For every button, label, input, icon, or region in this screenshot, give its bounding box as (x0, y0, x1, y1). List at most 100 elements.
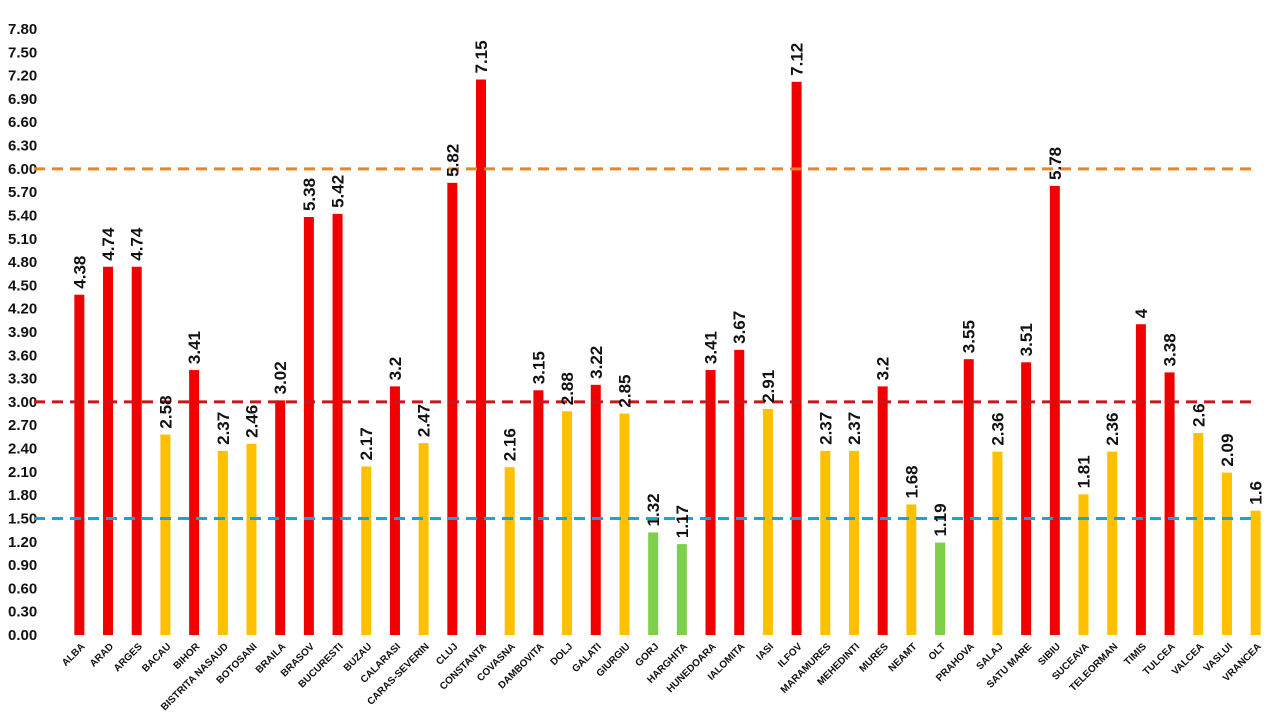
y-tick-label: 6.90 (8, 91, 37, 108)
bar (1021, 362, 1032, 635)
bar (476, 79, 487, 635)
data-label: 7.12 (788, 43, 807, 76)
bar (1078, 494, 1089, 635)
data-label: 4.74 (99, 227, 118, 261)
bar (217, 450, 228, 635)
y-tick-label: 6.00 (8, 161, 37, 178)
bar (303, 217, 314, 635)
bar (791, 81, 802, 636)
bar (418, 443, 429, 635)
bar (705, 370, 716, 635)
data-label: 3.22 (587, 346, 606, 379)
x-tick-label: GORJ (633, 641, 661, 669)
data-label: 2.85 (615, 374, 634, 407)
bar (533, 390, 544, 635)
bar (74, 294, 85, 635)
data-label: 2.09 (1218, 434, 1237, 467)
data-label: 1.81 (1075, 455, 1094, 488)
bar (246, 443, 257, 635)
bars-group (74, 79, 1261, 636)
data-label: 2.36 (1103, 413, 1122, 446)
bar (877, 386, 888, 635)
data-label: 3.55 (960, 320, 979, 353)
y-tick-label: 2.40 (8, 441, 37, 458)
data-label: 2.37 (845, 412, 864, 445)
bar (1164, 372, 1175, 635)
x-tick-label: DOLJ (549, 641, 576, 668)
bar (992, 451, 1003, 635)
bar (963, 359, 974, 635)
bar (648, 532, 659, 635)
y-tick-label: 6.30 (8, 138, 37, 155)
data-label: 3.2 (874, 357, 893, 381)
x-tick-label: BACAU (140, 641, 173, 674)
bar (103, 266, 114, 635)
bar (562, 411, 573, 635)
bar (762, 408, 773, 635)
y-tick-label: 0.60 (8, 580, 37, 597)
data-label: 5.82 (443, 144, 462, 177)
x-tick-label: ARGES (112, 641, 145, 674)
data-label: 4.74 (128, 227, 147, 261)
y-tick-label: 5.70 (8, 184, 37, 201)
bar (389, 386, 400, 635)
data-label: 7.15 (472, 40, 491, 73)
data-label: 2.37 (816, 412, 835, 445)
data-label: 2.47 (415, 404, 434, 437)
y-tick-label: 1.50 (8, 510, 37, 527)
x-tick-label: VALCEA (1170, 641, 1206, 677)
data-label: 2.58 (156, 395, 175, 428)
y-tick-label: 3.30 (8, 371, 37, 388)
bar (361, 466, 372, 635)
x-tick-label: NEAMT (887, 641, 920, 674)
bar (332, 213, 343, 635)
data-label: 2.36 (988, 413, 1007, 446)
y-tick-label: 7.20 (8, 68, 37, 85)
y-tick-label: 4.80 (8, 254, 37, 271)
threshold-lines (34, 167, 1252, 520)
bar (1221, 472, 1232, 635)
y-tick-label: 1.80 (8, 487, 37, 504)
data-label: 2.6 (1189, 403, 1208, 427)
data-label: 3.41 (185, 331, 204, 364)
x-tick-label: TIMIS (1122, 641, 1149, 668)
data-label: 1.6 (1247, 481, 1266, 505)
bar (504, 467, 515, 635)
y-axis: 0.00 0.30 0.60 0.90 1.20 1.50 1.80 2.10 2.40 2.70… (8, 21, 37, 644)
bar (1250, 510, 1261, 635)
bar (820, 450, 831, 635)
bar (1193, 433, 1204, 635)
y-tick-label: 4.50 (8, 277, 37, 294)
data-label: 5.78 (1046, 147, 1065, 180)
x-tick-label: ALBA (60, 641, 87, 668)
y-tick-label: 1.20 (8, 534, 37, 551)
data-label: 3.15 (529, 351, 548, 384)
data-label: 2.88 (558, 372, 577, 405)
data-label: 2.91 (759, 370, 778, 403)
bar (1049, 185, 1060, 635)
y-tick-label: 4.20 (8, 301, 37, 318)
bar (447, 182, 458, 636)
x-tick-label: IASI (755, 641, 777, 663)
data-labels: 4.38 4.74 4.74 2.58 3.41 2.37 2.46 3.02 5.38 5.42… (70, 40, 1265, 538)
x-tick-label: CLUJ (434, 641, 460, 667)
bar (160, 434, 171, 635)
data-label: 3.41 (702, 331, 721, 364)
data-label: 2.46 (242, 405, 261, 438)
bar (275, 400, 286, 635)
data-label: 3.51 (1017, 323, 1036, 356)
data-label: 3.02 (271, 361, 290, 394)
data-label: 4.38 (70, 256, 89, 289)
bar (676, 544, 687, 635)
bar (619, 413, 630, 635)
y-tick-label: 2.10 (8, 464, 37, 481)
data-label: 4 (1132, 308, 1151, 318)
y-tick-label: 3.60 (8, 347, 37, 364)
bar (1135, 324, 1146, 635)
data-label: 5.42 (329, 175, 348, 208)
data-label: 5.38 (300, 178, 319, 211)
bar (590, 384, 601, 635)
bar (734, 349, 745, 635)
